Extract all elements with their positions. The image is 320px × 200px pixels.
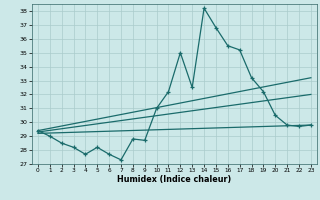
X-axis label: Humidex (Indice chaleur): Humidex (Indice chaleur) <box>117 175 232 184</box>
